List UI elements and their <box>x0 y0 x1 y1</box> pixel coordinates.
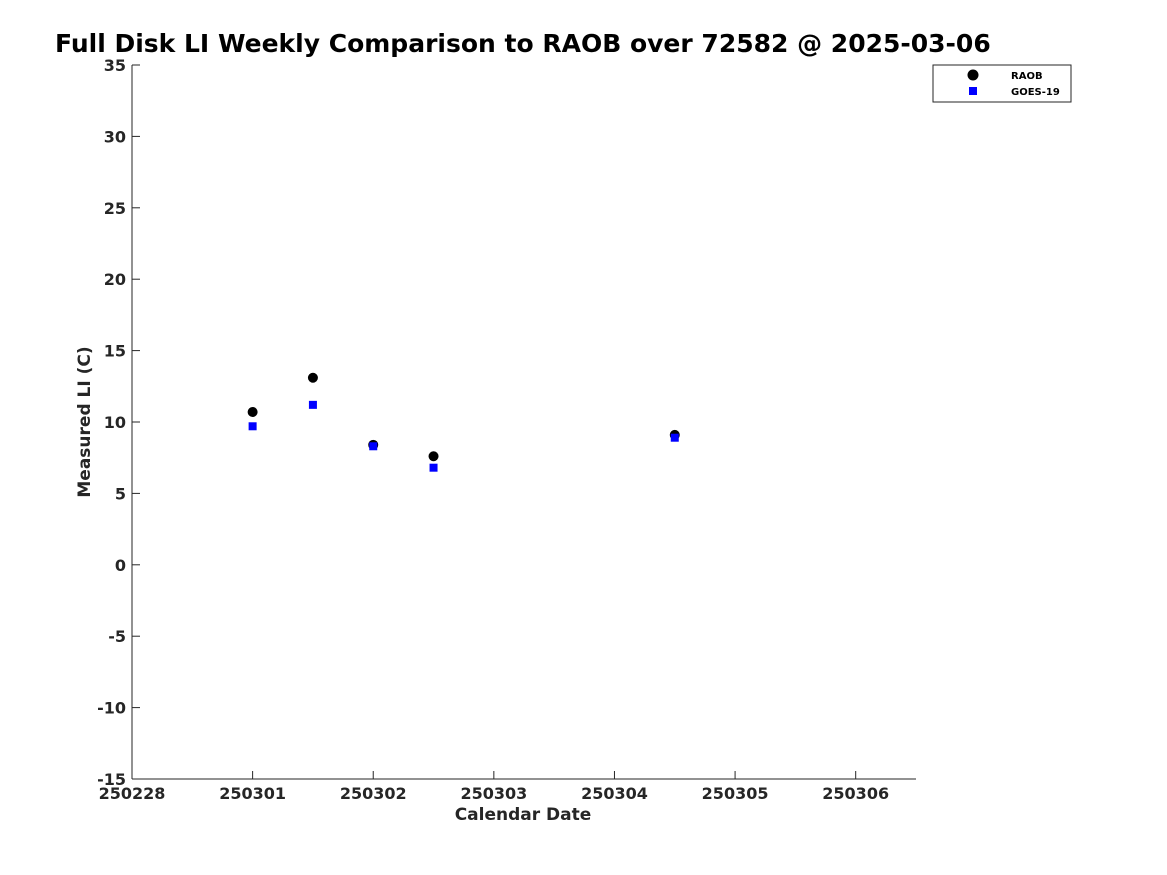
y-tick-label: 10 <box>104 413 126 432</box>
y-tick-label: 0 <box>115 556 126 575</box>
x-tick-label: 250305 <box>702 784 769 803</box>
x-tick-label: 250302 <box>340 784 407 803</box>
x-tick-label: 250304 <box>581 784 648 803</box>
point-goes-19 <box>429 463 438 472</box>
y-tick-label: 20 <box>104 270 126 289</box>
legend-marker-raob <box>967 69 979 81</box>
point-goes-19 <box>248 422 257 431</box>
y-tick-label: 35 <box>104 56 126 75</box>
point-goes-19 <box>369 442 378 451</box>
legend-label-raob: RAOB <box>1011 71 1043 82</box>
point-raob <box>247 407 258 418</box>
legend-marker-goes-19 <box>969 87 977 95</box>
x-tick-label: 250306 <box>822 784 889 803</box>
y-tick-label: 25 <box>104 199 126 218</box>
point-raob <box>428 451 439 462</box>
y-tick-label: -5 <box>108 627 126 646</box>
x-tick-label: 250303 <box>460 784 527 803</box>
y-tick-label: 5 <box>115 484 126 503</box>
y-axis-label: Measured LI (C) <box>75 346 95 497</box>
point-raob <box>307 372 318 383</box>
y-tick-label: -15 <box>97 770 126 789</box>
legend-box <box>932 64 1072 103</box>
y-tick-label: 30 <box>104 127 126 146</box>
x-axis-ticks: 250228 250301 250302 250303 250304 250305 2503… <box>99 771 889 803</box>
y-tick-label: 15 <box>104 342 126 361</box>
y-tick-label: -10 <box>97 699 126 718</box>
x-axis-label: Calendar Date <box>455 805 592 825</box>
point-goes-19 <box>308 400 317 409</box>
axes <box>131 65 916 780</box>
data-points <box>247 372 680 472</box>
legend-label-goes-19: GOES-19 <box>1011 87 1060 98</box>
chart-title: Full Disk LI Weekly Comparison to RAOB o… <box>55 29 991 58</box>
legend: RAOB GOES-19 <box>932 64 1072 103</box>
x-tick-label: 250228 <box>99 784 166 803</box>
y-axis-ticks: -15 -10 -5 0 5 10 15 20 25 30 35 <box>97 56 140 789</box>
point-goes-19 <box>670 433 679 442</box>
x-tick-label: 250301 <box>219 784 286 803</box>
